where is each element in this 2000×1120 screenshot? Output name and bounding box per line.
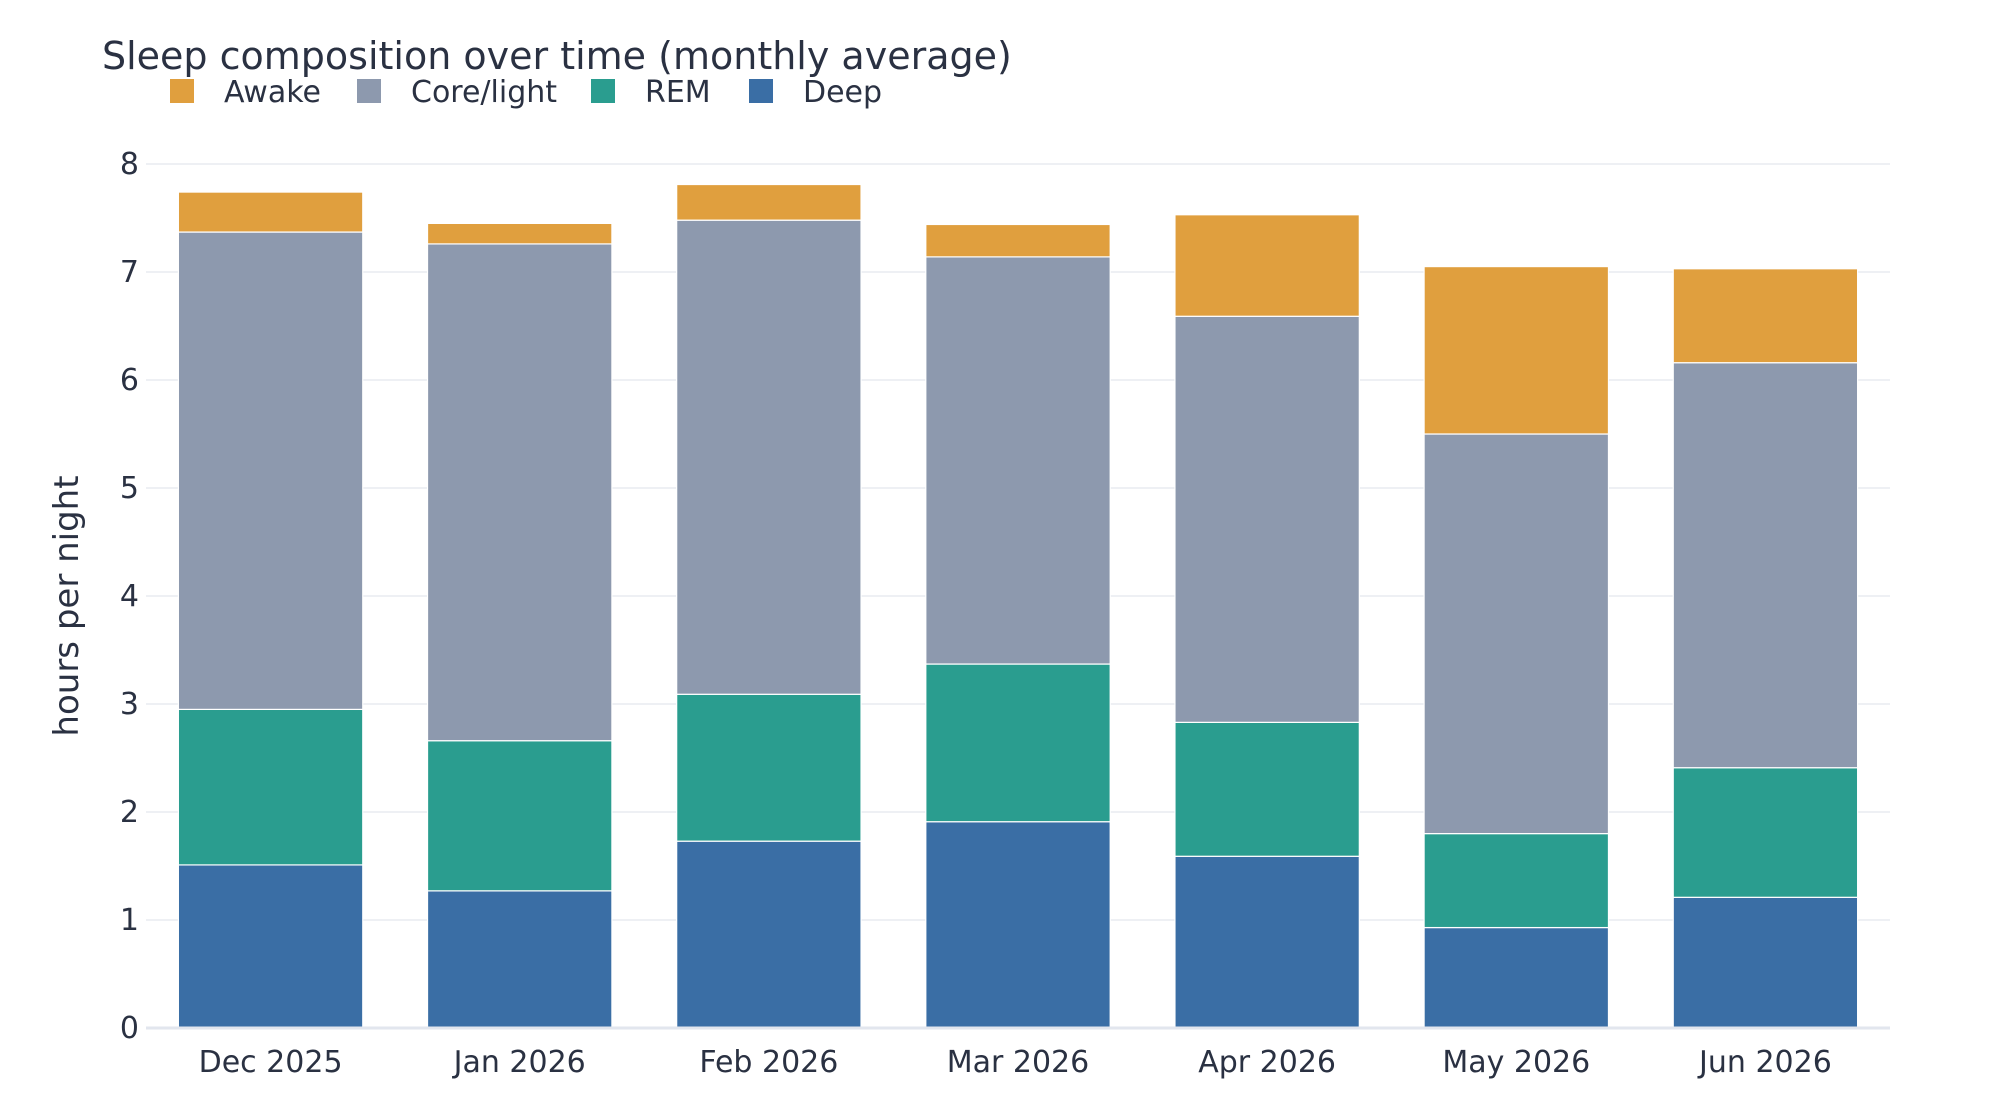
bar-core-light-5	[1423, 433, 1610, 835]
bar-deep-4	[1174, 855, 1360, 1029]
legend-swatch-deep	[749, 79, 773, 103]
legend-swatch-rem	[591, 79, 615, 103]
bar-core-light-4	[1174, 315, 1360, 723]
x-tick-label: Apr 2026	[1198, 1045, 1336, 1080]
bars	[177, 183, 1859, 1029]
bar-deep-5	[1423, 926, 1610, 1029]
y-axis-ticks: 0 1 2 3 4 5 6 7 8	[120, 147, 139, 1046]
bar-awake-4	[1174, 214, 1360, 317]
y-tick-label: 2	[120, 795, 139, 830]
bar-awake-2	[676, 183, 862, 221]
bar-awake-1	[426, 222, 613, 245]
bar-deep-3	[925, 821, 1111, 1029]
y-tick-label: 6	[120, 363, 139, 398]
chart-title: Sleep composition over time (monthly ave…	[102, 34, 1012, 78]
bar-deep-2	[676, 840, 862, 1029]
bar-rem-1	[426, 740, 613, 892]
x-tick-label: Feb 2026	[699, 1045, 838, 1080]
x-tick-label: Dec 2025	[199, 1045, 343, 1080]
legend-label: Deep	[803, 75, 882, 110]
bar-core-light-2	[676, 219, 862, 695]
bar-awake-0	[177, 191, 364, 233]
bar-awake-6	[1672, 268, 1859, 364]
bar-core-light-3	[925, 256, 1111, 665]
bar-rem-5	[1423, 832, 1610, 929]
bar-core-light-1	[426, 243, 613, 742]
y-axis-title: hours per night	[47, 475, 87, 736]
y-tick-label: 8	[120, 147, 139, 182]
bar-core-light-0	[177, 231, 364, 710]
x-tick-label: Jun 2026	[1697, 1045, 1832, 1080]
x-axis-ticks: Dec 2025 Jan 2026 Feb 2026 Mar 2026 Apr 2026…	[199, 1045, 1832, 1080]
y-tick-label: 5	[120, 471, 139, 506]
bar-rem-4	[1174, 721, 1360, 857]
y-tick-label: 1	[120, 903, 139, 938]
x-tick-label: Jan 2026	[452, 1045, 586, 1080]
bar-rem-3	[925, 663, 1111, 823]
bar-awake-5	[1423, 266, 1610, 435]
y-tick-label: 0	[120, 1011, 139, 1046]
legend-swatch-awake	[170, 79, 194, 103]
y-tick-label: 4	[120, 579, 139, 614]
legend-label: Core/light	[411, 75, 557, 110]
legend-label: REM	[645, 75, 711, 110]
y-tick-label: 7	[120, 255, 139, 290]
y-tick-label: 3	[120, 687, 139, 722]
legend-swatch-core-light	[357, 79, 381, 103]
bar-deep-1	[426, 890, 613, 1029]
bar-deep-6	[1672, 896, 1859, 1029]
bar-awake-3	[925, 223, 1111, 258]
x-tick-label: May 2026	[1442, 1045, 1590, 1080]
legend: Awake Core/light REM Deep	[170, 75, 882, 110]
bar-rem-6	[1672, 767, 1859, 898]
x-tick-label: Mar 2026	[947, 1045, 1090, 1080]
legend-label: Awake	[224, 75, 321, 110]
bar-rem-0	[177, 708, 364, 866]
bar-rem-2	[676, 693, 862, 842]
bar-core-light-6	[1672, 362, 1859, 769]
bar-deep-0	[177, 864, 364, 1029]
